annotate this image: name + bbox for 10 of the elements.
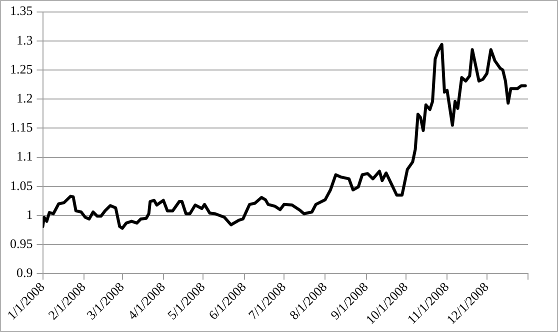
y-tick-label: 0.9 xyxy=(16,265,33,280)
y-tick-label: 1.35 xyxy=(10,3,33,18)
y-tick-label: 1 xyxy=(26,206,33,222)
y-tick-label: 1.2 xyxy=(16,90,33,106)
y-tick-label: 1.3 xyxy=(16,32,33,48)
y-tick-label: 1.25 xyxy=(10,61,33,76)
y-tick-label: 1.15 xyxy=(10,120,33,135)
y-tick-label: 1.1 xyxy=(16,148,33,164)
y-tick-label: 0.95 xyxy=(10,236,33,252)
y-tick-label: 1.05 xyxy=(10,178,33,193)
